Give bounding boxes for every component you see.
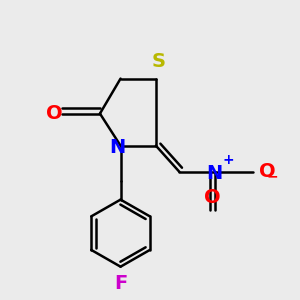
Text: N: N [207,164,223,183]
Text: N: N [110,138,126,157]
Text: O: O [46,104,63,123]
Text: F: F [114,274,127,293]
Text: O: O [203,188,220,207]
Text: +: + [222,153,234,167]
Text: S: S [152,52,166,71]
Text: −: − [266,169,278,183]
Text: O: O [259,162,276,182]
